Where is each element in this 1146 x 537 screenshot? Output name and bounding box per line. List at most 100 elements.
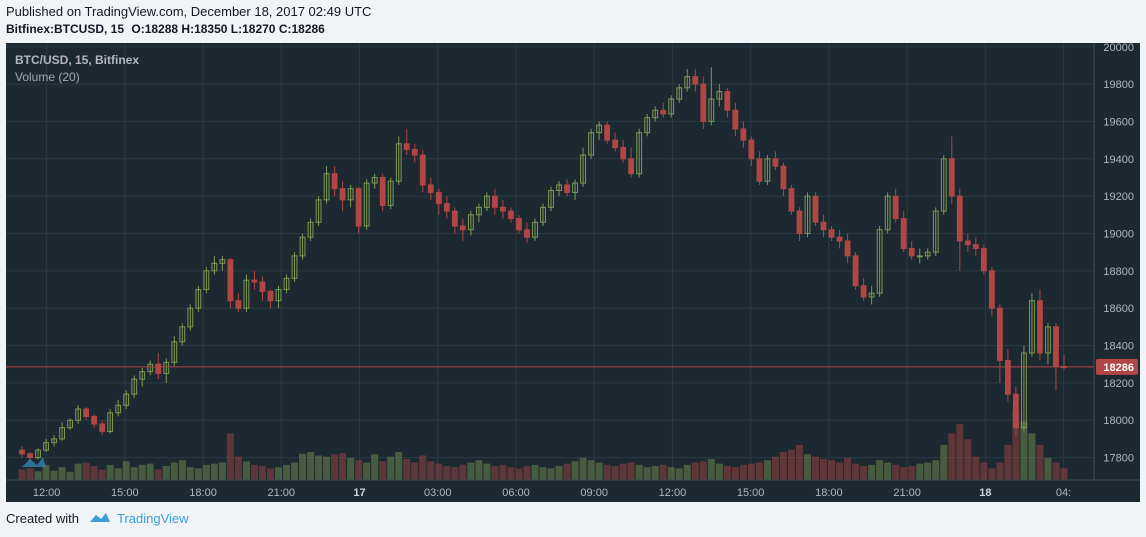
candle-body	[524, 229, 530, 238]
close-value: C:18286	[278, 22, 325, 36]
volume-bar	[892, 464, 900, 480]
volume-bar	[1020, 421, 1028, 480]
candle-body	[492, 195, 498, 208]
candle-body	[508, 210, 514, 220]
candle-body	[339, 188, 346, 201]
volume-bar	[419, 455, 427, 480]
candle-body	[67, 419, 74, 429]
volume-bar	[651, 466, 659, 480]
y-tick-label: 17800	[1103, 453, 1134, 465]
y-tick-label: 18800	[1103, 266, 1134, 278]
tradingview-logo-icon	[89, 511, 111, 526]
volume-bar	[683, 464, 691, 480]
volume-bar	[828, 460, 836, 480]
x-tick-label: 04:	[1056, 487, 1071, 499]
volume-bar	[1044, 457, 1052, 480]
candle-body	[483, 195, 490, 208]
candle-body	[243, 279, 250, 309]
volume-bar	[507, 467, 515, 480]
ohlc-header: Bitfinex:BTCUSD, 15 O:18288 H:18350 L:18…	[6, 22, 325, 36]
volume-bar	[763, 460, 771, 480]
volume-bar	[411, 462, 419, 480]
price-axis[interactable]: 20000 19800 19600 19400 19200 19000 18800 18600…	[1103, 43, 1134, 465]
chart-background	[6, 43, 1140, 502]
volume-bar	[844, 457, 852, 480]
volume-bar	[274, 467, 283, 480]
volume-bar	[379, 461, 387, 480]
price-chart[interactable]: 20000 19800 19600 19400 19200 19000 18800 18600…	[6, 43, 1140, 502]
volume-bar	[972, 456, 980, 480]
volume-bar	[675, 468, 683, 480]
volume-bar	[90, 466, 98, 480]
y-tick-label: 19600	[1103, 116, 1134, 128]
candle-body	[908, 247, 915, 257]
volume-bar	[258, 466, 266, 480]
candle-body	[556, 184, 562, 192]
candle-body	[131, 378, 138, 395]
volume-bar	[876, 460, 884, 480]
candle-body	[804, 195, 811, 234]
volume-bar	[66, 471, 74, 480]
volume-bar	[58, 467, 66, 480]
volume-bar	[1028, 433, 1036, 480]
candle-body	[844, 240, 851, 257]
volume-bar	[1036, 445, 1044, 480]
volume-bar	[836, 462, 844, 480]
time-axis[interactable]: 12:00 15:00 18:00 21:00 17 03:00 06:00 09:00 12:…	[33, 487, 1071, 499]
candle-body	[564, 184, 570, 193]
candle-body	[459, 225, 466, 231]
volume-bar	[250, 464, 258, 480]
volume-bar	[34, 471, 42, 480]
volume-bar	[98, 469, 106, 480]
candle-body	[139, 371, 146, 380]
candle-body	[500, 206, 506, 212]
candle-body	[716, 91, 723, 100]
candlesticks	[19, 67, 1067, 462]
candle-body	[900, 218, 907, 249]
y-tick-label: 19400	[1103, 154, 1134, 166]
tradingview-link[interactable]: TradingView	[116, 511, 189, 526]
candle-body	[964, 240, 971, 246]
volume-bar	[291, 462, 299, 480]
created-with-label: Created with	[6, 511, 79, 526]
volume-bar	[940, 445, 948, 480]
volume-bar	[82, 462, 90, 480]
volume-bar	[916, 463, 924, 480]
candle-body	[259, 281, 266, 292]
volume-bar	[459, 464, 467, 480]
candle-body	[532, 221, 538, 238]
volume-bar	[299, 453, 307, 480]
candle-body	[227, 259, 234, 302]
candle-body	[299, 236, 306, 257]
volume-bar	[595, 462, 603, 480]
volume-bar	[868, 464, 876, 480]
candle-body	[684, 76, 691, 89]
volume-bar	[114, 468, 122, 480]
candle-body	[275, 289, 282, 302]
volume-bar	[138, 464, 146, 480]
candle-body	[812, 195, 819, 223]
y-tick-label: 20000	[1103, 43, 1134, 54]
candle-body	[91, 416, 98, 425]
x-tick-label: 21:00	[893, 487, 921, 499]
candle-body	[1021, 352, 1027, 429]
candle-body	[1012, 393, 1019, 429]
candle-body	[123, 393, 130, 406]
volume-bar	[731, 467, 739, 480]
volume-bar	[194, 468, 202, 480]
candle-body	[35, 449, 41, 459]
candle-body	[516, 218, 522, 231]
candle-body	[291, 255, 298, 279]
candle-body	[1053, 326, 1059, 367]
candle-body	[211, 262, 218, 272]
candle-body	[628, 158, 635, 175]
candle-body	[179, 326, 186, 343]
volume-bar	[1004, 445, 1012, 480]
candle-body	[612, 139, 619, 149]
volume-bar	[266, 468, 274, 480]
volume-bar	[611, 466, 619, 480]
candle-body	[251, 279, 258, 283]
candle-body	[99, 423, 106, 432]
volume-bar	[820, 459, 828, 480]
volume-bar	[323, 456, 331, 480]
